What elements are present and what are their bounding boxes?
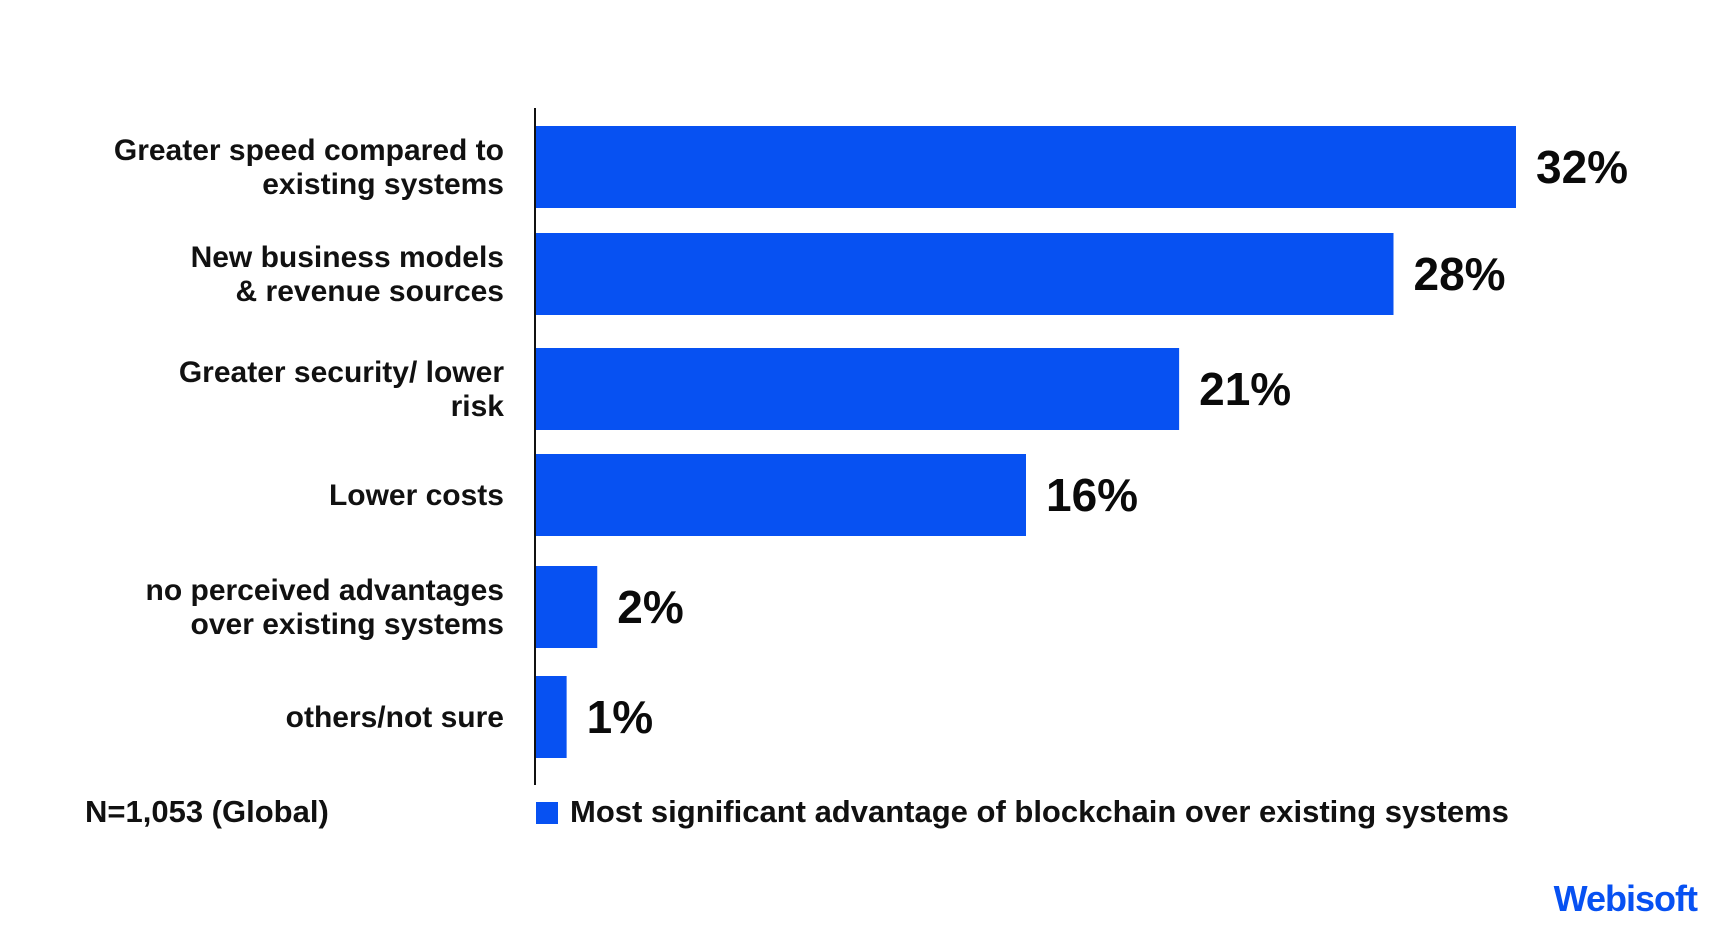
value-label-0: 32% (1536, 141, 1628, 193)
category-label-2-line-0: Greater security/ lower (179, 356, 504, 389)
category-label-0-line-1: existing systems (262, 168, 504, 201)
bar-3 (536, 454, 1026, 536)
value-label-3: 16% (1046, 469, 1138, 521)
legend-label: Most significant advantage of blockchain… (570, 794, 1509, 829)
bars-layer (536, 126, 1516, 758)
webisoft-logo: Webisoft (1554, 878, 1698, 919)
bar-2 (536, 348, 1180, 430)
value-label-5: 1% (587, 691, 653, 743)
category-label-3-line-0: Lower costs (329, 479, 504, 512)
bar-5 (536, 676, 567, 758)
value-label-2: 21% (1199, 363, 1291, 415)
bar-4 (536, 566, 598, 648)
category-label-2-line-1: risk (451, 390, 505, 423)
category-label-4-line-0: no perceived advantages (146, 574, 504, 607)
category-label-4-line-1: over existing systems (191, 608, 505, 641)
value-label-1: 28% (1414, 248, 1506, 300)
bar-1 (536, 233, 1394, 315)
category-label-1-line-0: New business models (191, 241, 504, 274)
value-labels: 32% 28% 21% 16% 2% 1% (587, 141, 1628, 743)
category-label-5-line-0: others/not sure (286, 701, 504, 734)
legend-swatch (536, 802, 558, 824)
category-label-0-line-0: Greater speed compared to (114, 134, 504, 167)
sample-size-note: N=1,053 (Global) (85, 794, 329, 829)
bar-0 (536, 126, 1516, 208)
value-label-4: 2% (617, 581, 683, 633)
category-label-1-line-1: & revenue sources (236, 275, 504, 308)
